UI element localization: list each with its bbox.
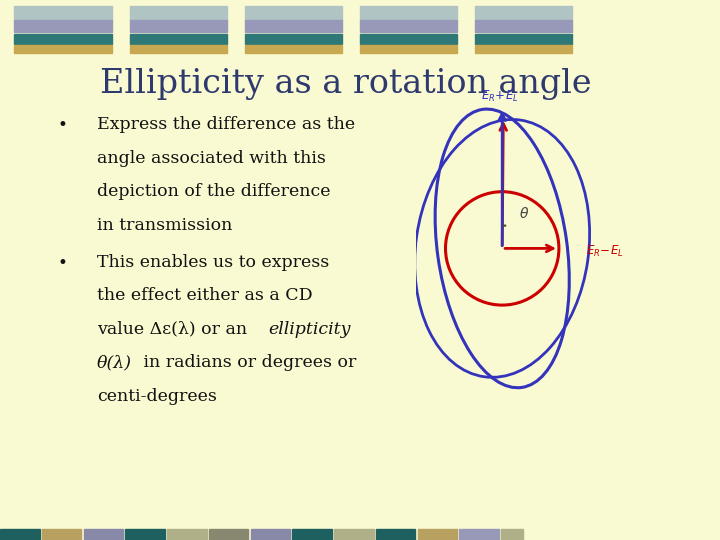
Bar [130, 34, 227, 44]
Bar [14, 34, 112, 44]
Bar [245, 45, 342, 53]
Bar [475, 45, 572, 53]
Bar [130, 6, 227, 20]
Bar [14, 6, 112, 20]
Text: in radians or degrees or: in radians or degrees or [138, 354, 356, 371]
Bar [245, 20, 342, 32]
Bar [475, 34, 572, 44]
Bar [84, 529, 123, 540]
Bar [360, 34, 457, 44]
Text: $E_R\!-\!E_L$: $E_R\!-\!E_L$ [586, 244, 624, 259]
Text: value Δε(λ) or an: value Δε(λ) or an [97, 321, 253, 338]
Text: centi-degrees: centi-degrees [97, 388, 217, 404]
Text: Ellipticity as a rotation angle: Ellipticity as a rotation angle [100, 68, 591, 99]
Text: $\theta$: $\theta$ [520, 206, 530, 221]
Bar [0, 529, 40, 540]
Bar [292, 529, 332, 540]
Bar [14, 20, 112, 32]
Text: depiction of the difference: depiction of the difference [97, 183, 330, 200]
Bar [418, 529, 457, 540]
Bar [334, 529, 374, 540]
Bar [245, 6, 342, 20]
Bar [42, 529, 81, 540]
Text: the effect either as a CD: the effect either as a CD [97, 287, 312, 304]
Text: θ(λ): θ(λ) [97, 354, 132, 371]
Bar [475, 20, 572, 32]
Bar [130, 20, 227, 32]
Text: in transmission: in transmission [97, 217, 233, 233]
Text: •: • [58, 116, 68, 134]
Bar [360, 45, 457, 53]
Bar [360, 20, 457, 32]
Text: This enables us to express: This enables us to express [97, 254, 330, 271]
Bar [475, 6, 572, 20]
Text: $E_R\!+\!E_L$: $E_R\!+\!E_L$ [481, 89, 518, 104]
Text: angle associated with this: angle associated with this [97, 150, 326, 166]
Text: •: • [58, 254, 68, 272]
Bar [251, 529, 290, 540]
Bar [130, 45, 227, 53]
Bar [245, 34, 342, 44]
Bar [167, 529, 207, 540]
Text: Express the difference as the: Express the difference as the [97, 116, 356, 133]
Bar [14, 45, 112, 53]
Text: ellipticity: ellipticity [269, 321, 351, 338]
Bar [125, 529, 165, 540]
Bar [459, 529, 499, 540]
Bar [209, 529, 248, 540]
Bar [360, 6, 457, 20]
Bar [376, 529, 415, 540]
Bar [501, 529, 523, 540]
